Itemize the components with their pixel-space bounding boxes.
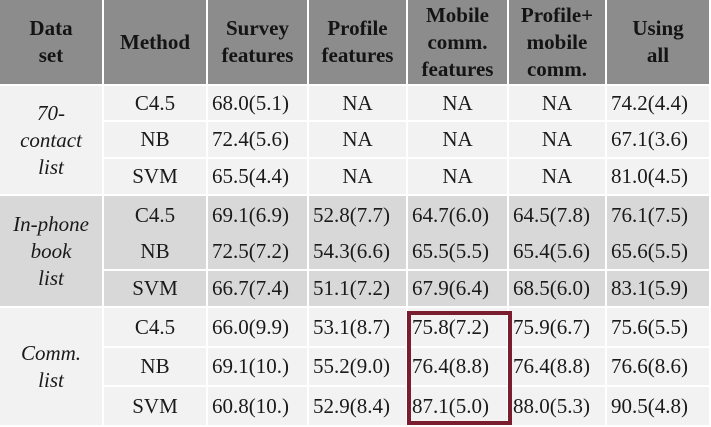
mobile-cell: 76.4(8.8) xyxy=(408,348,509,387)
using-all-cell: 74.2(4.4) xyxy=(607,86,711,122)
using-all-cell: 67.1(3.6) xyxy=(607,122,711,159)
mobile-cell: 75.8(7.2) xyxy=(408,308,509,348)
survey-cell: 68.0(5.1) xyxy=(208,86,309,122)
survey-cell: 69.1(6.9) xyxy=(208,196,309,234)
survey-cell: 72.4(5.6) xyxy=(208,122,309,159)
method-cell: SVM xyxy=(104,271,208,308)
mobile-cell: 67.9(6.4) xyxy=(408,271,509,308)
method-cell: C4.5 xyxy=(104,86,208,122)
header-mobile-comm-features: Mobile comm. features xyxy=(408,0,509,86)
method-cell: SVM xyxy=(104,387,208,427)
using-all-cell: 90.5(4.8) xyxy=(607,387,711,427)
profile-mobile-cell: 65.4(5.6) xyxy=(509,234,607,271)
method-cell: C4.5 xyxy=(104,196,208,234)
profile-cell: 55.2(9.0) xyxy=(309,348,408,387)
survey-cell: 65.5(4.4) xyxy=(208,159,309,196)
mobile-cell: 65.5(5.5) xyxy=(408,234,509,271)
profile-mobile-cell: 76.4(8.8) xyxy=(509,348,607,387)
profile-cell: NA xyxy=(309,122,408,159)
profile-mobile-cell: 64.5(7.8) xyxy=(509,196,607,234)
profile-mobile-cell: 75.9(6.7) xyxy=(509,308,607,348)
using-all-cell: 76.1(7.5) xyxy=(607,196,711,234)
survey-cell: 66.0(9.9) xyxy=(208,308,309,348)
header-survey-features: Survey features xyxy=(208,0,309,86)
profile-mobile-cell: 88.0(5.3) xyxy=(509,387,607,427)
mobile-cell: NA xyxy=(408,122,509,159)
dataset-label: In-phone book list xyxy=(0,196,104,308)
survey-cell: 66.7(7.4) xyxy=(208,271,309,308)
survey-cell: 69.1(10.) xyxy=(208,348,309,387)
survey-cell: 60.8(10.) xyxy=(208,387,309,427)
dataset-label: 70- contact list xyxy=(0,86,104,196)
method-cell: SVM xyxy=(104,159,208,196)
profile-cell: 54.3(6.6) xyxy=(309,234,408,271)
method-cell: NB xyxy=(104,234,208,271)
profile-cell: NA xyxy=(309,86,408,122)
method-cell: NB xyxy=(104,348,208,387)
survey-cell: 72.5(7.2) xyxy=(208,234,309,271)
profile-mobile-cell: NA xyxy=(509,86,607,122)
header-dataset: Data set xyxy=(0,0,104,86)
profile-cell: 53.1(8.7) xyxy=(309,308,408,348)
using-all-cell: 83.1(5.9) xyxy=(607,271,711,308)
header-using-all: Using all xyxy=(607,0,711,86)
profile-cell: 51.1(7.2) xyxy=(309,271,408,308)
method-cell: NB xyxy=(104,122,208,159)
header-method: Method xyxy=(104,0,208,86)
using-all-cell: 75.6(5.5) xyxy=(607,308,711,348)
header-profile-mobile-comm: Profile+ mobile comm. xyxy=(509,0,607,86)
mobile-cell: 64.7(6.0) xyxy=(408,196,509,234)
profile-mobile-cell: 68.5(6.0) xyxy=(509,271,607,308)
profile-cell: 52.9(8.4) xyxy=(309,387,408,427)
profile-cell: 52.8(7.7) xyxy=(309,196,408,234)
profile-mobile-cell: NA xyxy=(509,159,607,196)
using-all-cell: 76.6(8.6) xyxy=(607,348,711,387)
using-all-cell: 65.6(5.5) xyxy=(607,234,711,271)
profile-cell: NA xyxy=(309,159,408,196)
dataset-label: Comm. list xyxy=(0,308,104,427)
mobile-cell: NA xyxy=(408,86,509,122)
method-cell: C4.5 xyxy=(104,308,208,348)
profile-mobile-cell: NA xyxy=(509,122,607,159)
mobile-cell: 87.1(5.0) xyxy=(408,387,509,427)
using-all-cell: 81.0(4.5) xyxy=(607,159,711,196)
header-profile-features: Profile features xyxy=(309,0,408,86)
mobile-cell: NA xyxy=(408,159,509,196)
